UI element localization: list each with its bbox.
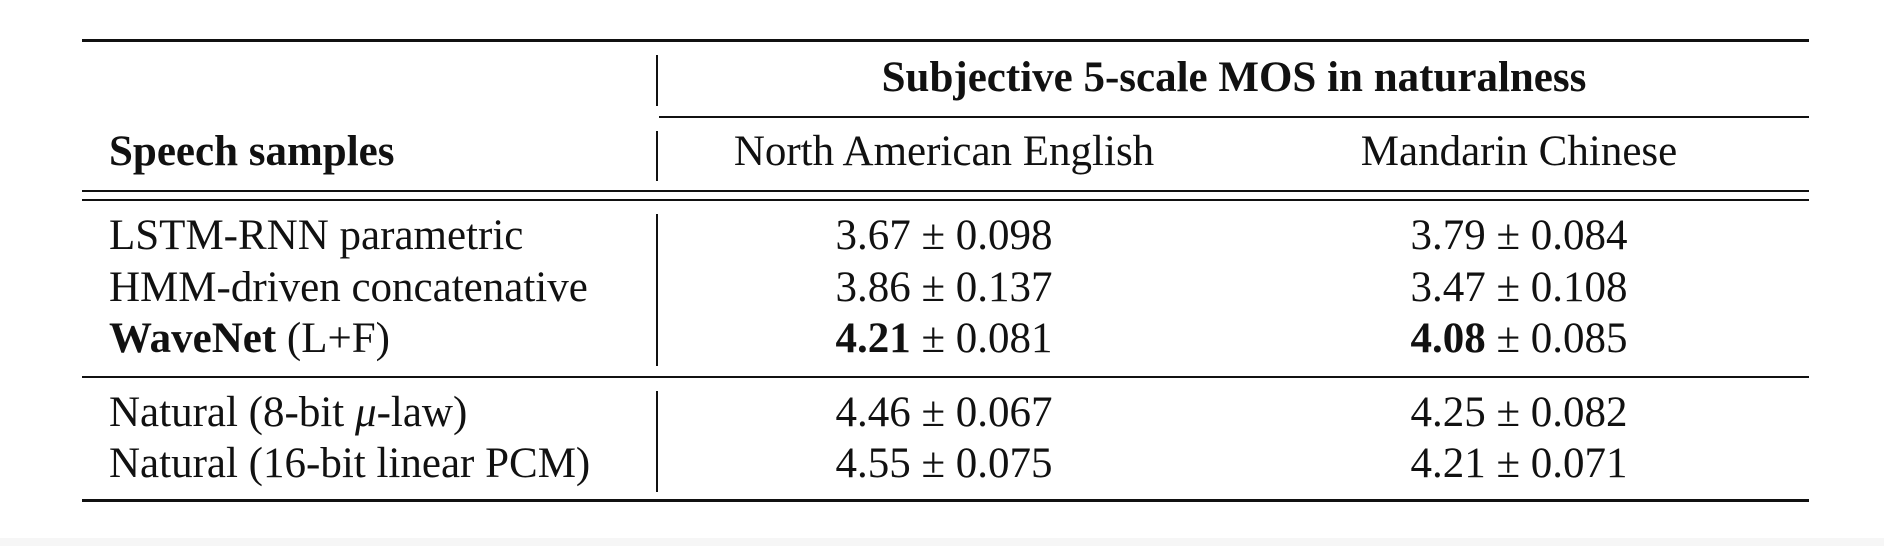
page-bottom-strip [0,538,1884,546]
table-cell: 4.08 ± 0.085 [1229,313,1809,365]
table-cell: 4.25 ± 0.082 [1229,387,1809,439]
body-vertical-rule [656,391,658,492]
std-error: ± 0.075 [921,440,1053,487]
column-header-nae: North American English [733,128,1155,175]
row-label: HMM-driven concatenative [109,264,588,311]
std-error: ± 0.098 [921,212,1053,259]
std-error: ± 0.084 [1496,212,1628,259]
std-error: ± 0.085 [1496,315,1628,362]
column-header-mc: Mandarin Chinese [1360,128,1678,175]
mean-value: 4.08 [1410,315,1486,362]
row-header: Speech samples [109,128,395,175]
header-double-rule-bottom [82,199,1809,201]
mean-value: 4.21 [1410,440,1486,487]
table-cell: 4.55 ± 0.075 [659,438,1229,490]
mean-value: 4.25 [1410,389,1486,436]
std-error: ± 0.137 [921,264,1053,311]
mean-value: 3.47 [1410,264,1486,311]
mean-value: 4.55 [835,440,911,487]
row-label: Natural (8-bit μ-law) [109,387,467,439]
table-bottom-rule [82,499,1809,502]
row-label-suffix: -law) [376,389,468,436]
mean-value: 3.79 [1410,212,1486,259]
mean-value: 4.21 [835,315,911,362]
table-cell: 3.86 ± 0.137 [659,262,1229,314]
model-name: WaveNet [109,315,277,362]
mean-value: 3.86 [835,264,911,311]
table-cell: 3.47 ± 0.108 [1229,262,1809,314]
std-error: ± 0.071 [1496,440,1628,487]
table-cell: 4.21 ± 0.071 [1229,438,1809,490]
table-cell: 4.21 ± 0.081 [659,313,1229,365]
model-suffix: (L+F) [276,315,390,362]
table-cell: 3.79 ± 0.084 [1229,210,1809,262]
mean-value: 3.67 [835,212,911,259]
row-label-prefix: Natural (8-bit [109,389,355,436]
table-cell: 3.67 ± 0.098 [659,210,1229,262]
group-separator-rule [82,376,1809,378]
std-error: ± 0.108 [1496,264,1628,311]
std-error: ± 0.082 [1496,389,1628,436]
group-header: Subjective 5-scale MOS in naturalness [881,54,1587,101]
group-header-rule [659,116,1809,118]
table-top-rule [82,39,1809,42]
row-label: LSTM-RNN parametric [109,212,524,259]
mu-symbol: μ [354,389,377,436]
row-label: WaveNet (L+F) [109,313,390,365]
body-vertical-rule [656,214,658,366]
mean-value: 4.46 [835,389,911,436]
row-label: Natural (16-bit linear PCM) [109,440,591,487]
table-cell: 4.46 ± 0.067 [659,387,1229,439]
header-vertical-rule [656,55,658,106]
header-vertical-rule [656,131,658,181]
header-double-rule-top [82,190,1809,192]
std-error: ± 0.067 [921,389,1053,436]
std-error: ± 0.081 [921,315,1053,362]
